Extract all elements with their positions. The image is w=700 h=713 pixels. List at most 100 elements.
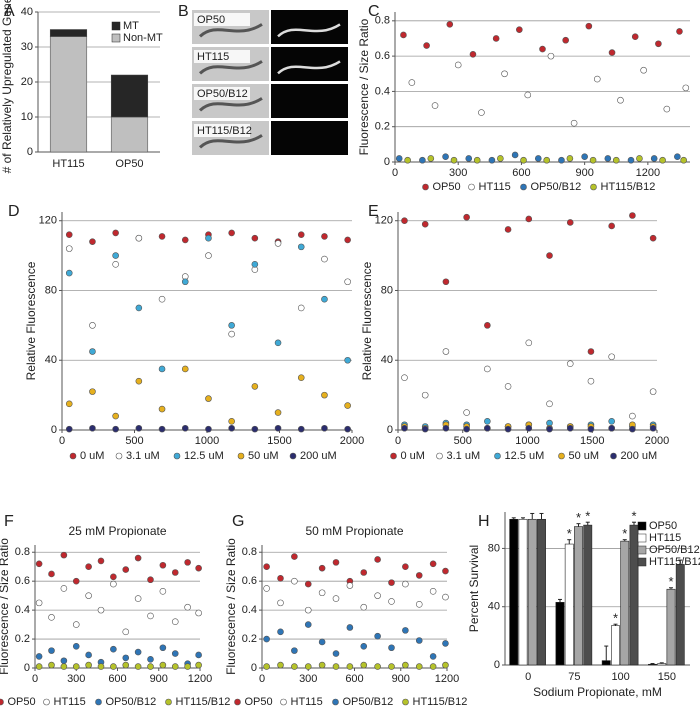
point: [415, 663, 423, 670]
point: [112, 229, 119, 237]
point: [147, 612, 154, 620]
x-tick-label: 2000: [340, 435, 364, 447]
label-box: [194, 50, 250, 63]
legend-label: OP50: [8, 696, 36, 708]
point: [122, 566, 130, 573]
point: [65, 269, 73, 277]
y-tick-label: 0.4: [375, 85, 390, 97]
point: [89, 348, 96, 355]
point: [566, 424, 574, 432]
point: [159, 588, 167, 595]
image-label: OP50: [197, 14, 225, 26]
point: [65, 400, 73, 408]
point: [297, 243, 305, 251]
point: [543, 156, 551, 164]
point: [110, 645, 117, 653]
point: [402, 661, 409, 669]
point: [450, 156, 458, 164]
point: [682, 84, 690, 92]
y-tick-label: 0.8: [375, 15, 390, 27]
point: [147, 663, 154, 670]
bar-segment: [49, 29, 88, 37]
point: [442, 567, 449, 575]
legend-label: OP50/B12: [531, 181, 582, 193]
point: [228, 322, 235, 329]
point: [297, 231, 305, 238]
x-tick-label: 1200: [636, 167, 660, 179]
legend-label: 50 uM: [248, 450, 279, 462]
x-tick-label: 0: [259, 673, 265, 685]
image-label: HT115: [197, 51, 229, 63]
point: [205, 395, 212, 402]
point: [463, 409, 470, 416]
bar: [574, 526, 583, 666]
bar: [518, 518, 528, 666]
point: [488, 156, 496, 164]
legend-marker: [165, 698, 172, 706]
point: [401, 217, 408, 225]
label-box: [194, 13, 250, 26]
point: [251, 261, 259, 268]
legend-label: 3.1 uM: [126, 450, 160, 462]
point: [546, 252, 553, 259]
y-tick-label: 0: [24, 662, 30, 674]
point: [158, 425, 166, 433]
point: [85, 563, 92, 571]
point: [608, 353, 615, 361]
worm-fluorescence: [277, 23, 341, 38]
y-tick-label: 40: [488, 601, 500, 613]
y-tick-label: 0.4: [242, 604, 257, 616]
legend-marker: [69, 452, 77, 460]
point: [374, 663, 381, 670]
point: [469, 51, 477, 58]
y-axis-label: # of Relatively Upregulated Genes: [0, 0, 14, 173]
point: [360, 642, 368, 650]
point: [321, 295, 328, 303]
point: [442, 424, 450, 432]
point: [401, 424, 408, 432]
image-label: HT115/B12: [197, 125, 252, 137]
point: [318, 661, 326, 669]
point: [400, 31, 407, 39]
bar: [601, 660, 611, 666]
y-tick-label: 0.2: [15, 633, 30, 645]
point: [332, 663, 340, 670]
point: [608, 424, 615, 432]
worm: [198, 60, 263, 75]
point: [423, 42, 430, 49]
point: [110, 580, 117, 588]
point: [427, 155, 435, 162]
point: [195, 564, 202, 572]
point: [297, 425, 305, 433]
panel-letter: G: [232, 513, 244, 530]
point: [346, 582, 354, 589]
point: [587, 377, 595, 385]
legend-swatch: [111, 21, 121, 31]
point: [402, 580, 409, 588]
point: [404, 156, 411, 164]
legend-marker: [289, 452, 297, 460]
point: [415, 601, 423, 608]
legend-label: 50 uM: [569, 450, 600, 462]
point: [304, 621, 312, 628]
point: [318, 564, 326, 572]
point: [332, 650, 340, 657]
point: [158, 365, 166, 373]
point: [291, 553, 298, 560]
point: [608, 49, 616, 56]
legend-label: 200 uM: [300, 450, 337, 462]
significance: *: [613, 611, 618, 626]
point: [442, 661, 449, 669]
point: [504, 425, 512, 433]
y-axis-label: Fluorescence / Size Ratio: [224, 538, 238, 675]
point: [159, 561, 167, 569]
point: [122, 628, 130, 636]
point: [171, 650, 179, 657]
panel-letter: A: [4, 3, 15, 20]
legend-label: HT115/B12: [601, 181, 656, 193]
point: [274, 424, 282, 432]
y-tick-label: 0: [51, 424, 57, 436]
y-tick-label: 0.2: [375, 121, 390, 133]
point: [511, 151, 519, 159]
point: [134, 554, 142, 562]
